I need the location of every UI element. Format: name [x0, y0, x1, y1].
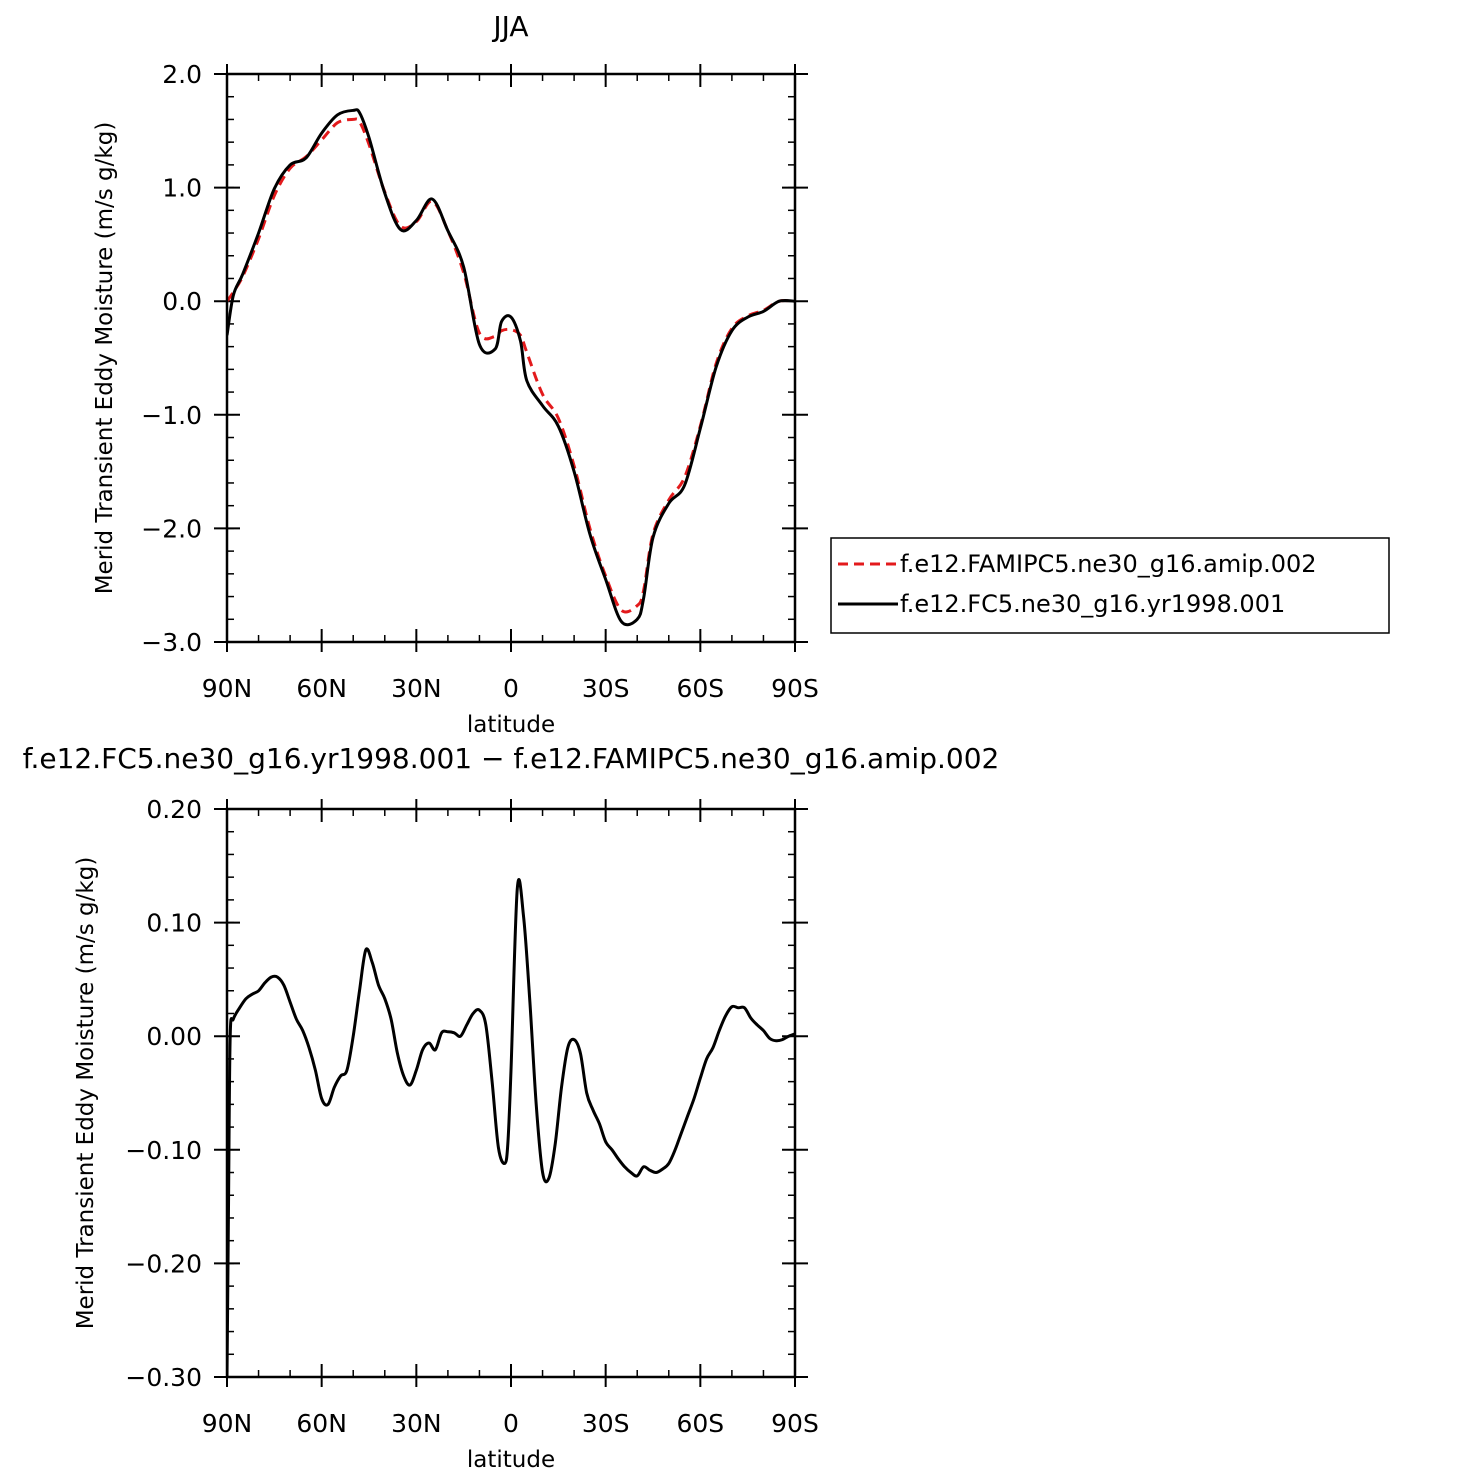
legend-label-yr1998: f.e12.FC5.ne30_g16.yr1998.001: [900, 590, 1285, 618]
bottom-x-tick-label: 60S: [676, 1409, 724, 1438]
top-x-tick-label: 90N: [202, 674, 253, 703]
bottom-chart-plot-area: 90N 60N 30N 0 30S 60S 90S 0.20 0.10 0.00 −0.10 −0.2…: [125, 795, 818, 1438]
bottom-y-tick-label: −0.20: [125, 1249, 202, 1278]
bottom-x-tick-label: 60N: [296, 1409, 347, 1438]
top-x-tick-label: 30S: [582, 674, 630, 703]
bottom-y-tick-label: 0.00: [146, 1022, 202, 1051]
top-y-tick-label: −2.0: [141, 514, 202, 543]
bottom-x-tick-label: 30S: [582, 1409, 630, 1438]
legend-box: [830, 537, 1390, 634]
top-chart-x-axis-label: latitude: [467, 712, 555, 738]
top-series-line-1: [227, 108, 795, 627]
bottom-x-tick-label: 90S: [771, 1409, 819, 1438]
top-chart-title: JJA: [491, 10, 528, 43]
bottom-chart: f.e12.FC5.ne30_g16.yr1998.001 − f.e12.FA…: [23, 742, 1000, 1473]
bottom-plot-frame: [225, 807, 797, 1379]
bottom-y-tick-label: −0.30: [125, 1363, 202, 1392]
bottom-y-tick-label: −0.10: [125, 1136, 202, 1165]
top-x-tick-label: 60N: [296, 674, 347, 703]
top-y-tick-label: 2.0: [162, 60, 202, 89]
bottom-x-tick-label: 30N: [391, 1409, 442, 1438]
top-y-tick-label: 0.0: [162, 287, 202, 316]
top-x-tick-label: 90S: [771, 674, 819, 703]
top-y-tick-label: −1.0: [141, 401, 202, 430]
bottom-x-tick-label: 90N: [202, 1409, 253, 1438]
top-chart: JJA Merid Transient Eddy Moisture (m/s g…: [92, 10, 819, 738]
top-x-tick-label: 30N: [391, 674, 442, 703]
legend: f.e12.FAMIPC5.ne30_g16.amip.002 f.e12.FC…: [830, 537, 1390, 634]
bottom-y-tick-label: 0.20: [146, 795, 202, 824]
bottom-x-tick-label: 0: [503, 1409, 519, 1438]
top-x-tick-label: 0: [503, 674, 519, 703]
top-chart-y-axis-label: Merid Transient Eddy Moisture (m/s g/kg): [92, 122, 118, 595]
top-y-tick-label: −3.0: [141, 628, 202, 657]
top-chart-plot-area: 90N 60N 30N 0 30S 60S 90S 2.0 1.0 0.0 −1.0 −2.0 −3.0: [141, 60, 819, 703]
bottom-chart-y-axis-label: Merid Transient Eddy Moisture (m/s g/kg): [73, 857, 99, 1330]
bottom-series-line-0: [227, 878, 795, 1377]
legend-label-amip: f.e12.FAMIPC5.ne30_g16.amip.002: [900, 550, 1317, 578]
bottom-chart-x-axis-label: latitude: [467, 1447, 555, 1473]
top-y-tick-label: 1.0: [162, 174, 202, 203]
bottom-chart-title: f.e12.FC5.ne30_g16.yr1998.001 − f.e12.FA…: [23, 742, 1000, 775]
bottom-y-tick-label: 0.10: [146, 909, 202, 938]
top-series-line-0: [227, 117, 795, 614]
top-x-tick-label: 60S: [676, 674, 724, 703]
top-plot-frame: [225, 72, 797, 644]
